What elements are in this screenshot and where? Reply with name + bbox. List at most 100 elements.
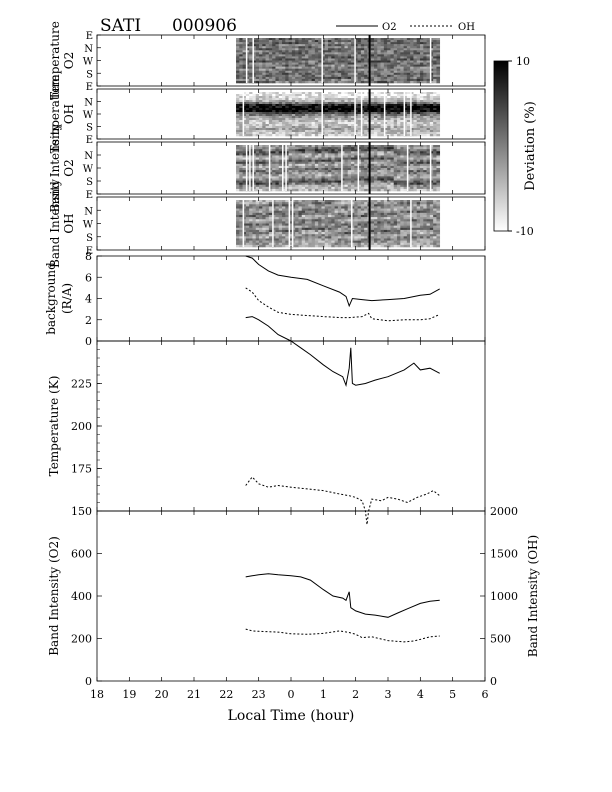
heatmap-cell [288,68,293,72]
heatmap-cell [239,56,243,59]
heatmap-cell [282,62,286,65]
heatmap-cell [423,74,427,78]
heatmap-cell [416,116,421,119]
heatmap-cell [397,74,401,78]
heatmap-cell [305,212,309,216]
heatmap-cell [331,147,335,150]
heatmap-cell [308,165,312,169]
heatmap-cell [239,163,243,167]
heatmap-cell [285,72,289,76]
heatmap-cell [318,208,322,211]
heatmap-cell [318,128,322,131]
heatmap-cell [318,182,322,186]
heatmap-cell [403,96,408,99]
heatmap-cell [406,145,411,148]
heatmap-cell [308,178,312,181]
heatmap-cell [265,159,270,163]
heatmap-cell [393,149,398,152]
heatmap-cell [383,54,388,57]
heatmap-cell [364,151,368,154]
heatmap-cell [347,208,352,211]
heatmap-cell [268,223,273,226]
heatmap-cell [268,178,273,181]
heatmap-cell [377,78,381,82]
heatmap-cell [298,145,303,148]
heatmap-cell [239,72,243,76]
heatmap-cell [288,128,293,131]
heatmap-cell [403,172,408,175]
heatmap-cell [245,240,250,244]
heatmap-cell [262,174,266,177]
heatmap-cell [436,56,441,59]
heatmap-cell [278,204,283,207]
heatmap-cell [249,244,253,248]
heatmap-cell [420,186,424,190]
heatmap-cell [374,50,378,53]
heatmap-cell [377,165,381,169]
heatmap-cell [390,120,395,123]
heatmap-cell [324,56,329,59]
heatmap-cell [285,214,289,218]
heatmap-cell [374,98,378,101]
heatmap-cell [255,217,260,220]
heatmap-cell [324,202,329,205]
heatmap-cell [259,168,263,171]
heatmap-cell [301,96,306,99]
heatmap-cell [245,182,250,186]
heatmap-cell [377,80,381,84]
heatmap-cell [282,92,286,95]
heatmap-cell [305,174,309,177]
heatmap-cell [377,170,381,173]
heatmap-cell [259,112,263,115]
heatmap-cell [249,145,253,148]
heatmap-cell [308,161,312,165]
heatmap-cell [374,58,378,61]
heatmap-cell [291,128,296,131]
heatmap-cell [288,102,293,105]
heatmap-cell [301,182,306,186]
heatmap-cell [268,232,273,235]
heatmap-cell [298,112,303,115]
heatmap-cell [331,223,335,226]
heatmap-cell [364,62,368,65]
heatmap-cell [413,159,418,163]
heatmap-cell [374,78,378,82]
heatmap-cell [259,219,263,222]
heatmap-cell [239,96,243,99]
heatmap-cell [301,98,306,101]
heatmap-cell [347,112,352,115]
heatmap-cell [259,78,263,82]
heatmap-cell [236,78,240,82]
heatmap-cell [429,102,434,105]
heatmap-cell [344,124,349,127]
heatmap-cell [344,110,349,113]
heatmap-cell [324,168,329,171]
heatmap-cell [314,134,319,137]
heatmap-cell [390,64,395,67]
heatmap-cell [275,48,280,51]
heatmap-cell [262,208,266,211]
heatmap-cell [416,74,421,78]
heatmap-cell [383,92,388,95]
heatmap-cell [275,244,280,248]
heatmap-cell [272,76,276,80]
heatmap-cell [433,42,437,45]
heatmap-cell [413,165,418,169]
heatmap-cell [436,42,441,45]
heatmap-cell [420,126,424,129]
heatmap-cell [311,72,316,76]
heatmap-cell [321,161,326,165]
heatmap-cell [347,178,352,181]
heatmap-cell [288,151,293,154]
heatmap-cell [265,42,270,45]
heatmap-cell [265,176,270,179]
heatmap-cell [259,149,263,152]
heatmap-cell [301,229,306,233]
heatmap-cell [344,184,349,188]
heatmap-cell [252,229,257,233]
heatmap-cell [311,210,316,214]
heatmap-cell [337,106,342,109]
heatmap-cell [403,161,408,165]
heatmap-cell [265,96,270,99]
heatmap-cell [341,204,345,207]
